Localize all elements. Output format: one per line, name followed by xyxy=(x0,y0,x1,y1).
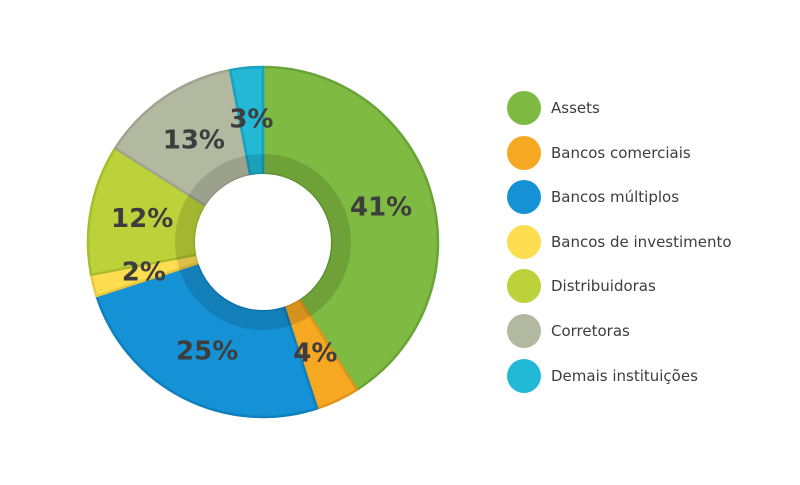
legend-swatch-demais-instituicoes xyxy=(507,358,541,393)
legend-swatch-corretoras xyxy=(507,313,541,348)
legend-label-assets: Assets xyxy=(551,99,600,117)
donut-slices xyxy=(86,65,440,419)
slice-label-corretoras: 13% xyxy=(163,125,225,155)
legend-swatch-bancos-de-investimento xyxy=(507,224,541,259)
legend-item-demais-instituicoes: Demais instituições xyxy=(507,358,732,394)
legend-item-bancos-multiplos: Bancos múltiplos xyxy=(507,179,732,215)
slice-labels: 41% 4% 25% 2% 12% 13%3% xyxy=(111,105,412,369)
slice-inner-ring-bancos-comerciais xyxy=(284,299,311,326)
slice-inner-ring-demais-instituicoes xyxy=(246,154,263,176)
legend-item-bancos-comerciais: Bancos comerciais xyxy=(507,135,732,171)
slice-label-distribuidoras: 12% xyxy=(111,204,173,234)
slice-inner-ring-assets xyxy=(263,154,351,317)
legend-label-corretoras: Corretoras xyxy=(551,321,630,340)
donut-hole xyxy=(195,174,331,310)
donut-inner-ring xyxy=(175,154,351,330)
slice-label-bancos-multiplos: 25% xyxy=(176,337,238,367)
legend-swatch-assets xyxy=(507,91,541,125)
legend-label-demais-instituicoes: Demais instituições xyxy=(551,366,698,385)
legend-item-assets: Assets xyxy=(507,90,732,126)
slice-label-assets: 41% xyxy=(350,193,412,223)
legend-label-bancos-multiplos: Bancos múltiplos xyxy=(551,188,680,207)
legend-swatch-bancos-multiplos xyxy=(507,180,541,215)
legend-label-bancos-comerciais: Bancos comerciais xyxy=(551,143,691,162)
legend-swatch-distribuidoras xyxy=(507,269,541,304)
legend-item-bancos-de-investimento: Bancos de investimento xyxy=(507,224,732,260)
legend-item-distribuidoras: Distribuidoras xyxy=(507,268,732,304)
legend-item-corretoras: Corretoras xyxy=(507,313,732,349)
legend-label-bancos-de-investimento: Bancos de investimento xyxy=(551,232,732,251)
legend-label-distribuidoras: Distribuidoras xyxy=(551,277,656,296)
slice-inner-ring-bancos-multiplos xyxy=(179,263,291,330)
slice-inner-ring-distribuidoras xyxy=(175,194,206,259)
slice-inner-ring-corretoras xyxy=(188,155,251,206)
slice-inner-ring-bancos-de-investimento xyxy=(176,254,199,270)
legend-swatch-bancos-comerciais xyxy=(507,135,541,170)
slice-label-bancos-comerciais: 4% xyxy=(293,338,337,368)
chart-legend: Assets Bancos comerciais Bancos múltiplo… xyxy=(507,90,732,402)
slice-label-bancos-de-investimento: 2% xyxy=(122,258,166,288)
slice-label-demais-instituicoes: 3% xyxy=(229,105,273,135)
